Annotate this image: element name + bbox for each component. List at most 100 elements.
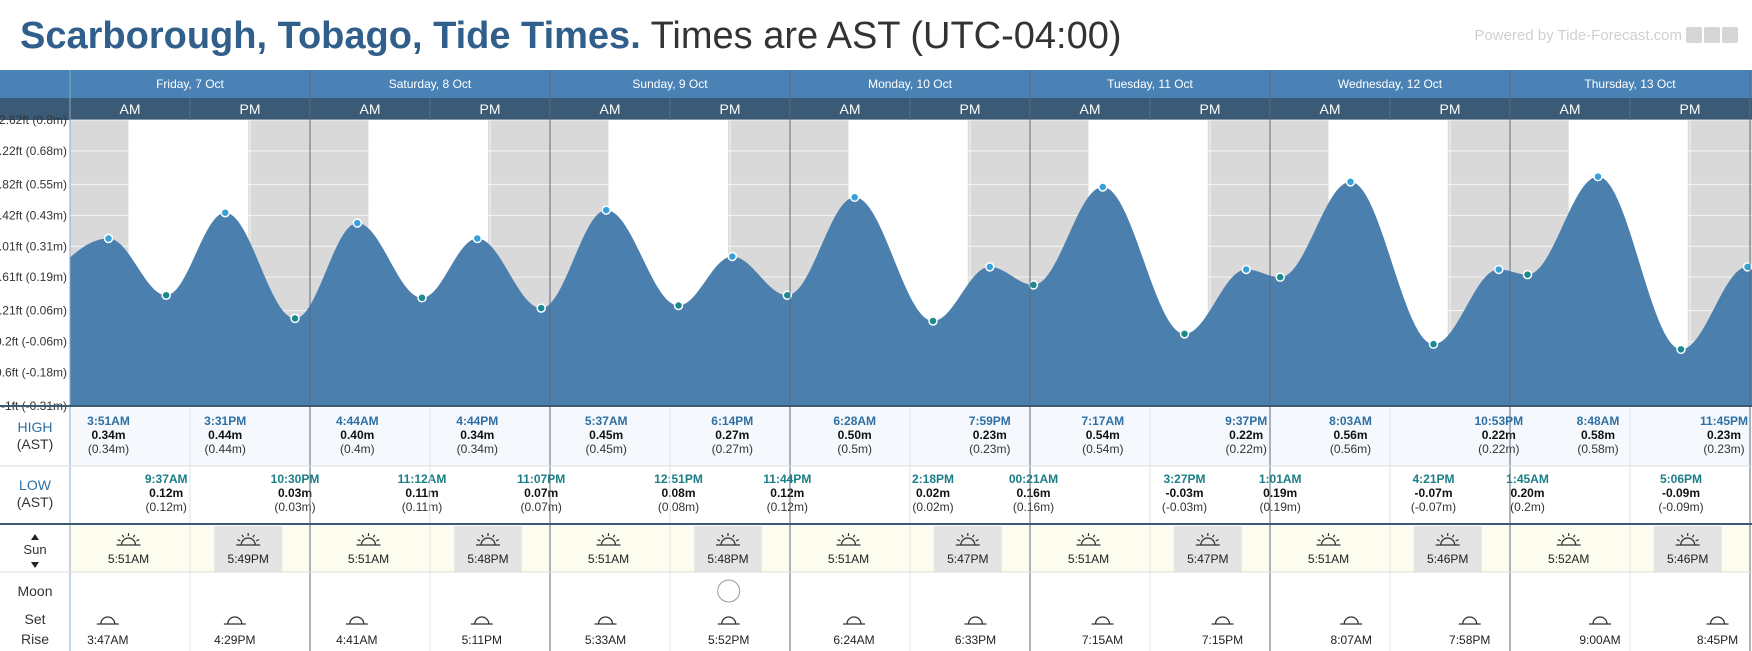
am-label: AM [600, 101, 621, 117]
low-row-label: LOW [19, 477, 52, 493]
tide-high-meters: 0.45m [589, 428, 623, 442]
pm-label: PM [720, 101, 741, 117]
sunset-icon-ray [961, 534, 964, 538]
moonset-time: 9:00AM [1579, 633, 1620, 647]
sunrise-icon-ray [597, 539, 601, 542]
tide-high-point [1593, 171, 1603, 182]
tide-high-time: 6:28AM [833, 414, 876, 428]
sunset-icon-ray [1215, 539, 1219, 542]
tide-high-value: (0.45m) [586, 442, 627, 456]
sunrise-icon-ray [372, 534, 376, 538]
tide-high-meters: 0.56m [1333, 428, 1367, 442]
sunrise-icon-ray [376, 539, 380, 542]
tide-low-meters: -0.07m [1414, 486, 1452, 500]
tide-low-value: (0.08m) [658, 500, 699, 514]
sunset-time: 5:46PM [1427, 552, 1468, 566]
sunset-icon-ray [975, 539, 979, 542]
logo-icon [1722, 27, 1738, 43]
sunrise-icon-ray [1317, 539, 1321, 542]
tide-low-time: 1:45AM [1506, 472, 1549, 486]
sunrise-time: 5:51AM [108, 552, 149, 566]
sunset-icon [480, 537, 496, 546]
tide-low-point [1179, 329, 1190, 339]
moonrise-icon [1462, 616, 1478, 625]
sunset-time: 5:47PM [947, 552, 988, 566]
tide-low-meters: 0.20m [1510, 486, 1544, 500]
location-title: Scarborough, Tobago, Tide Times. [20, 15, 641, 57]
sunrise-icon [1320, 537, 1337, 546]
tide-low-time: 12:51PM [654, 472, 703, 486]
tide-low-time: 11:07PM [517, 472, 565, 486]
moonrise-icon [1214, 616, 1231, 625]
y-tick-label: -0.6ft (-0.18m) [0, 366, 67, 380]
sunrise-icon [120, 537, 137, 546]
tide-high-meters: 0.34m [460, 428, 494, 442]
day-label: Monday, 10 Oct [868, 77, 952, 91]
tide-high-time: 7:59PM [969, 414, 1011, 428]
sunset-icon [720, 537, 736, 546]
moonset-time: 4:41AM [336, 633, 377, 647]
tide-low-point [290, 313, 300, 324]
sunset-time: 5:48PM [707, 552, 748, 566]
tide-low-value: (0.2m) [1510, 500, 1545, 514]
sun-row-bg [70, 526, 1752, 572]
tide-high-value: (0.58m) [1577, 442, 1618, 456]
tide-high-value: (0.56m) [1330, 442, 1371, 456]
sunrise-icon-ray [856, 539, 860, 542]
tide-low-time: 4:21PM [1412, 472, 1454, 486]
moonrise-time: 4:29PM [214, 633, 255, 647]
moonrise-time: 6:33PM [955, 633, 996, 647]
tide-low-time: 5:06PM [1660, 472, 1702, 486]
tide-high-time: 4:44AM [336, 414, 379, 428]
sunset-icon-ray [492, 534, 495, 538]
sunset-icon [1440, 537, 1456, 546]
tide-high-time: 9:37PM [1225, 414, 1267, 428]
tide-high-point [220, 208, 230, 218]
sunset-icon-ray [735, 539, 739, 542]
moon-row-label: Moon [17, 583, 52, 599]
tide-high-point [601, 205, 611, 215]
sun-row-label: Sun [23, 542, 46, 557]
tide-low-point [673, 300, 684, 311]
am-label: AM [360, 101, 381, 117]
tide-high-time: 4:44PM [456, 414, 498, 428]
moonset-time: 7:15AM [1082, 633, 1123, 647]
sunset-icon-ray [1680, 534, 1684, 538]
high-row-label: HIGH [18, 419, 53, 435]
tide-high-time: 6:14PM [711, 414, 753, 428]
logo-icon [1704, 27, 1720, 43]
tide-high-meters: 0.27m [715, 428, 749, 442]
tide-high-meters: 0.54m [1086, 428, 1120, 442]
sunset-icon-ray [956, 539, 961, 542]
sunset-icon-ray [1201, 534, 1204, 538]
sunrise-icon-ray [1096, 539, 1100, 542]
sunrise-icon [600, 537, 617, 546]
tide-low-meters: 0.12m [770, 486, 804, 500]
tide-low-point [536, 303, 546, 313]
powered-by-icons [1686, 27, 1738, 43]
sunrise-icon-ray [1321, 534, 1325, 538]
tide-high-value: (0.23m) [969, 442, 1010, 456]
tide-low-meters: -0.09m [1662, 486, 1700, 500]
sunset-icon-ray [721, 534, 724, 538]
tide-low-meters: 0.16m [1016, 486, 1050, 500]
sunset-icon [240, 537, 256, 546]
day-label: Sunday, 9 Oct [632, 77, 708, 91]
day-label: Tuesday, 11 Oct [1107, 77, 1193, 91]
tide-high-point [472, 233, 483, 244]
tide-low-point [1275, 272, 1285, 282]
sunset-icon-ray [1196, 539, 1201, 542]
tide-low-meters: -0.03m [1165, 486, 1203, 500]
moonset-icon [1592, 616, 1608, 625]
powered-by-link[interactable]: Powered by Tide-Forecast.com [1474, 27, 1682, 44]
day-label: Saturday, 8 Oct [389, 77, 472, 91]
sunrise-time: 5:51AM [1068, 552, 1109, 566]
sunrise-icon-ray [1557, 539, 1561, 542]
tide-high-meters: 0.22m [1229, 428, 1263, 442]
tide-low-value: (0.07m) [521, 500, 562, 514]
tide-low-point [1522, 269, 1533, 280]
sunset-icon-ray [241, 534, 245, 538]
tide-low-value: (0.12m) [767, 500, 808, 514]
sunrise-icon-ray [136, 539, 140, 542]
sunset-icon-ray [732, 534, 735, 538]
